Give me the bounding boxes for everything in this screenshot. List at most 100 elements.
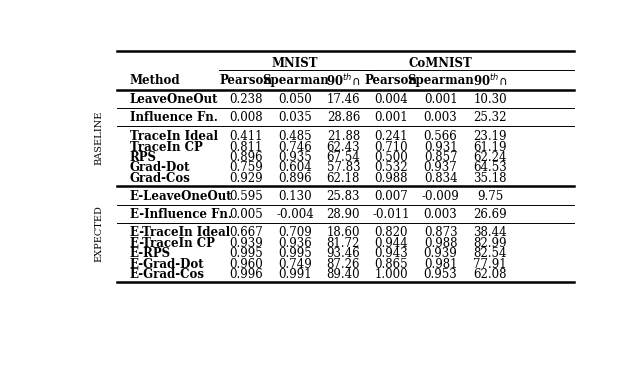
- Text: Spearman: Spearman: [262, 74, 328, 87]
- Text: Grad-Dot: Grad-Dot: [129, 161, 190, 174]
- Text: 87.26: 87.26: [326, 258, 360, 270]
- Text: 0.008: 0.008: [229, 111, 262, 124]
- Text: 0.937: 0.937: [424, 161, 458, 174]
- Text: 0.995: 0.995: [278, 247, 312, 260]
- Text: E-RPS: E-RPS: [129, 247, 171, 260]
- Text: 90$^{th}$$\cap$: 90$^{th}$$\cap$: [326, 73, 360, 89]
- Text: 0.667: 0.667: [228, 227, 262, 239]
- Text: 0.991: 0.991: [278, 268, 312, 281]
- Text: 18.60: 18.60: [326, 227, 360, 239]
- Text: 0.896: 0.896: [278, 172, 312, 185]
- Text: 0.532: 0.532: [374, 161, 408, 174]
- Text: 0.988: 0.988: [424, 237, 458, 250]
- Text: 28.86: 28.86: [326, 111, 360, 124]
- Text: E-Influence Fn.: E-Influence Fn.: [129, 208, 232, 221]
- Text: 28.90: 28.90: [326, 208, 360, 221]
- Text: 0.953: 0.953: [424, 268, 458, 281]
- Text: Method: Method: [129, 74, 180, 87]
- Text: 0.005: 0.005: [228, 208, 262, 221]
- Text: 0.411: 0.411: [229, 130, 262, 143]
- Text: 0.035: 0.035: [278, 111, 312, 124]
- Text: 0.001: 0.001: [424, 93, 458, 107]
- Text: 62.24: 62.24: [474, 151, 507, 164]
- Text: BASELINE: BASELINE: [94, 111, 103, 165]
- Text: 90$^{th}$$\cap$: 90$^{th}$$\cap$: [473, 73, 508, 89]
- Text: 9.75: 9.75: [477, 190, 503, 203]
- Text: 0.485: 0.485: [278, 130, 312, 143]
- Text: 82.99: 82.99: [474, 237, 507, 250]
- Text: 25.83: 25.83: [326, 190, 360, 203]
- Text: 0.003: 0.003: [424, 111, 458, 124]
- Text: 10.30: 10.30: [474, 93, 507, 107]
- Text: 0.604: 0.604: [278, 161, 312, 174]
- Text: 17.46: 17.46: [326, 93, 360, 107]
- Text: 0.710: 0.710: [374, 141, 408, 154]
- Text: 0.709: 0.709: [278, 227, 312, 239]
- Text: 0.566: 0.566: [424, 130, 458, 143]
- Text: 0.811: 0.811: [229, 141, 262, 154]
- Text: 0.873: 0.873: [424, 227, 458, 239]
- Text: E-Grad-Dot: E-Grad-Dot: [129, 258, 204, 270]
- Text: 64.53: 64.53: [474, 161, 507, 174]
- Text: 0.050: 0.050: [278, 93, 312, 107]
- Text: -0.009: -0.009: [422, 190, 460, 203]
- Text: E-Grad-Cos: E-Grad-Cos: [129, 268, 205, 281]
- Text: 0.929: 0.929: [229, 172, 262, 185]
- Text: 0.130: 0.130: [278, 190, 312, 203]
- Text: 0.865: 0.865: [374, 258, 408, 270]
- Text: CoMNIST: CoMNIST: [409, 57, 472, 70]
- Text: 77.91: 77.91: [474, 258, 507, 270]
- Text: 0.996: 0.996: [228, 268, 262, 281]
- Text: TraceIn CP: TraceIn CP: [129, 141, 202, 154]
- Text: MNIST: MNIST: [271, 57, 318, 70]
- Text: RPS: RPS: [129, 151, 157, 164]
- Text: EXPECTED: EXPECTED: [94, 205, 103, 262]
- Text: -0.004: -0.004: [276, 208, 314, 221]
- Text: 0.995: 0.995: [228, 247, 262, 260]
- Text: 82.54: 82.54: [474, 247, 507, 260]
- Text: 0.007: 0.007: [374, 190, 408, 203]
- Text: 23.19: 23.19: [474, 130, 507, 143]
- Text: 0.939: 0.939: [228, 237, 262, 250]
- Text: 0.241: 0.241: [374, 130, 408, 143]
- Text: 67.54: 67.54: [326, 151, 360, 164]
- Text: 1.000: 1.000: [374, 268, 408, 281]
- Text: 0.943: 0.943: [374, 247, 408, 260]
- Text: 0.595: 0.595: [228, 190, 262, 203]
- Text: 93.46: 93.46: [326, 247, 360, 260]
- Text: 0.935: 0.935: [278, 151, 312, 164]
- Text: 0.003: 0.003: [424, 208, 458, 221]
- Text: 0.238: 0.238: [229, 93, 262, 107]
- Text: 0.004: 0.004: [374, 93, 408, 107]
- Text: 57.83: 57.83: [326, 161, 360, 174]
- Text: 0.746: 0.746: [278, 141, 312, 154]
- Text: 89.40: 89.40: [326, 268, 360, 281]
- Text: 0.981: 0.981: [424, 258, 458, 270]
- Text: 0.834: 0.834: [424, 172, 458, 185]
- Text: 62.43: 62.43: [326, 141, 360, 154]
- Text: 0.944: 0.944: [374, 237, 408, 250]
- Text: 0.931: 0.931: [424, 141, 458, 154]
- Text: 35.18: 35.18: [474, 172, 507, 185]
- Text: LeaveOneOut: LeaveOneOut: [129, 93, 218, 107]
- Text: 0.759: 0.759: [228, 161, 262, 174]
- Text: 62.18: 62.18: [326, 172, 360, 185]
- Text: E-LeaveOneOut: E-LeaveOneOut: [129, 190, 232, 203]
- Text: 0.936: 0.936: [278, 237, 312, 250]
- Text: -0.011: -0.011: [372, 208, 410, 221]
- Text: 0.939: 0.939: [424, 247, 458, 260]
- Text: 62.08: 62.08: [474, 268, 507, 281]
- Text: 21.88: 21.88: [327, 130, 360, 143]
- Text: 0.749: 0.749: [278, 258, 312, 270]
- Text: 0.960: 0.960: [228, 258, 262, 270]
- Text: Spearman: Spearman: [407, 74, 474, 87]
- Text: TraceIn Ideal: TraceIn Ideal: [129, 130, 218, 143]
- Text: 38.44: 38.44: [474, 227, 507, 239]
- Text: 0.857: 0.857: [424, 151, 458, 164]
- Text: 0.500: 0.500: [374, 151, 408, 164]
- Text: E-TraceIn Ideal: E-TraceIn Ideal: [129, 227, 230, 239]
- Text: 0.001: 0.001: [374, 111, 408, 124]
- Text: Pearson: Pearson: [220, 74, 272, 87]
- Text: Influence Fn.: Influence Fn.: [129, 111, 218, 124]
- Text: 0.896: 0.896: [229, 151, 262, 164]
